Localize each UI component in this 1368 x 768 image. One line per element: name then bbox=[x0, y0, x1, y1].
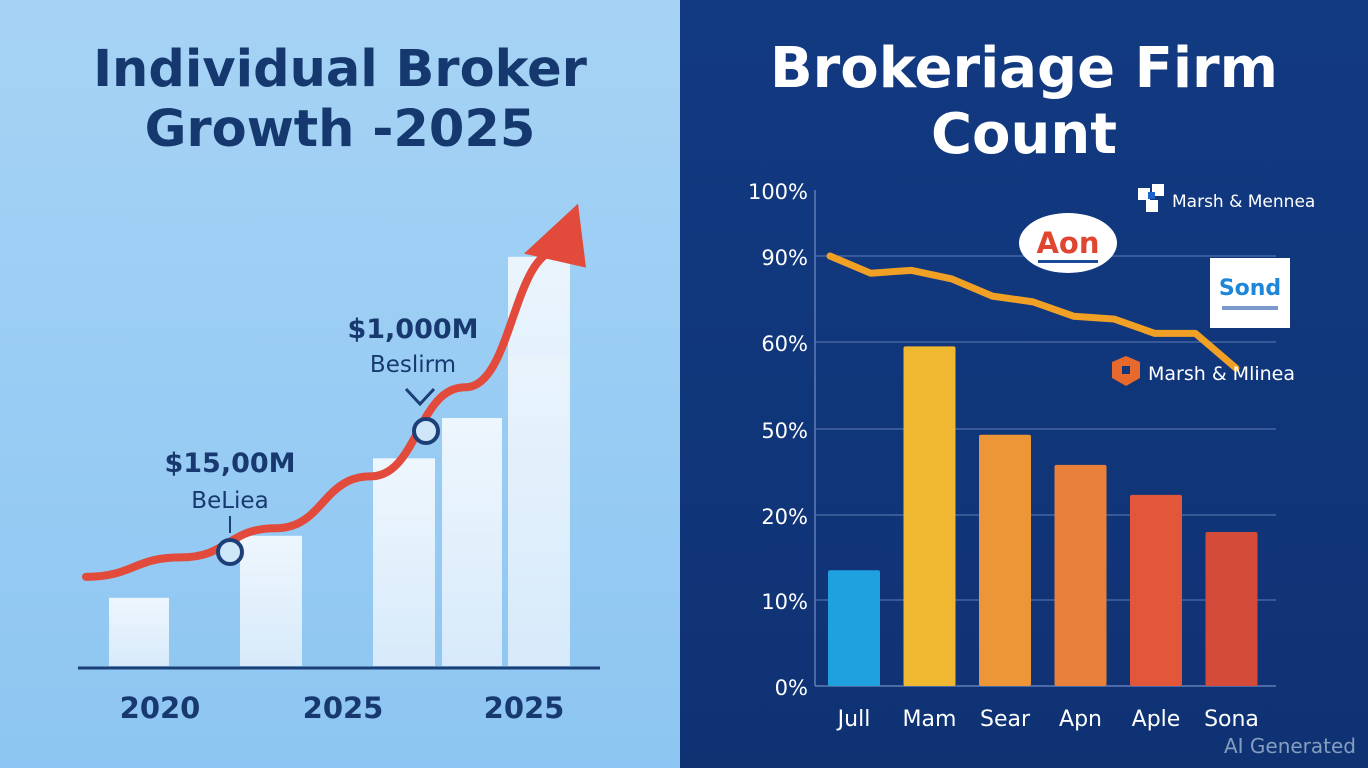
bar bbox=[1205, 532, 1258, 686]
left-chart-title: Individual Broker Growth -2025 bbox=[0, 40, 680, 160]
left-chart-panel: Individual Broker Growth -2025 $15,00M B… bbox=[0, 0, 680, 768]
left-chart-plot: $15,00M BeLiea $1,000M Beslirm 2020 2025… bbox=[78, 203, 600, 725]
left-title-line: Growth -2025 bbox=[144, 100, 536, 160]
logo-text: Aon bbox=[1036, 226, 1099, 260]
x-tick-label: Sona bbox=[1204, 707, 1259, 732]
bar bbox=[903, 346, 956, 686]
right-chart-plot: 0% 10% 20% 50% 60% 90% 100% Jull Mam Sear Apn Aple… bbox=[748, 180, 1315, 732]
y-tick-label: 100% bbox=[748, 180, 808, 204]
annotation-2025: $1,000M Beslirm bbox=[347, 314, 479, 445]
trend-arrowhead bbox=[524, 203, 586, 268]
y-tick-label: 50% bbox=[761, 419, 808, 443]
annotation-value: $1,000M bbox=[347, 314, 478, 345]
right-title-line: Count bbox=[930, 102, 1118, 168]
logo-text: Sond bbox=[1219, 276, 1281, 301]
annotation-marker bbox=[216, 538, 244, 566]
logo-marsh-mlinea: Marsh & Mlinea bbox=[1112, 356, 1295, 386]
annotation-label: Beslirm bbox=[370, 352, 456, 378]
growth-bar bbox=[109, 597, 169, 666]
y-tick-label: 20% bbox=[761, 505, 808, 529]
ai-generated-watermark: AI Generated bbox=[1223, 734, 1356, 758]
annotation-label: BeLiea bbox=[191, 488, 268, 514]
growth-bar bbox=[508, 256, 570, 666]
x-tick-label: 2025 bbox=[484, 691, 565, 725]
annotation-marker bbox=[412, 417, 440, 445]
growth-bar bbox=[373, 458, 435, 666]
bar bbox=[1054, 464, 1107, 686]
right-chart-title: Brokeriage Firm Count bbox=[680, 36, 1368, 168]
x-tick-label: Mam bbox=[903, 707, 957, 732]
bar bbox=[828, 570, 880, 686]
x-tick-label: 2025 bbox=[303, 691, 384, 725]
logo-marsh-mennea-top: Marsh & Mennea bbox=[1138, 184, 1315, 212]
x-tick-label: 2020 bbox=[120, 691, 201, 725]
x-tick-label: Aple bbox=[1132, 707, 1181, 732]
growth-bar bbox=[240, 535, 302, 666]
x-tick-label: Apn bbox=[1059, 707, 1102, 732]
annotation-value: $15,00M bbox=[164, 448, 295, 479]
x-tick-label: Sear bbox=[980, 707, 1031, 732]
logo-text: Marsh & Mennea bbox=[1172, 192, 1315, 212]
annotation-2020s: $15,00M BeLiea bbox=[164, 448, 296, 566]
y-tick-label: 10% bbox=[761, 590, 808, 614]
y-tick-label: 90% bbox=[761, 246, 808, 270]
right-chart-panel: Brokeriage Firm Count 0% 10% 20% 50% 60% 90% 1… bbox=[680, 0, 1368, 768]
trend-line bbox=[826, 252, 1240, 372]
x-tick-label: Jull bbox=[836, 707, 871, 732]
logo-text: Marsh & Mlinea bbox=[1148, 363, 1295, 385]
bar bbox=[1130, 494, 1182, 686]
left-title-line: Individual Broker bbox=[93, 40, 587, 99]
y-tick-label: 60% bbox=[761, 332, 808, 356]
logo-aon: Aon bbox=[1019, 213, 1117, 273]
logo-sond: Sond bbox=[1210, 258, 1290, 328]
y-tick-label: 0% bbox=[775, 676, 808, 700]
trend-line bbox=[82, 245, 564, 581]
right-title-line: Brokeriage Firm bbox=[769, 36, 1279, 101]
bar bbox=[979, 434, 1031, 686]
growth-bar bbox=[442, 418, 502, 666]
